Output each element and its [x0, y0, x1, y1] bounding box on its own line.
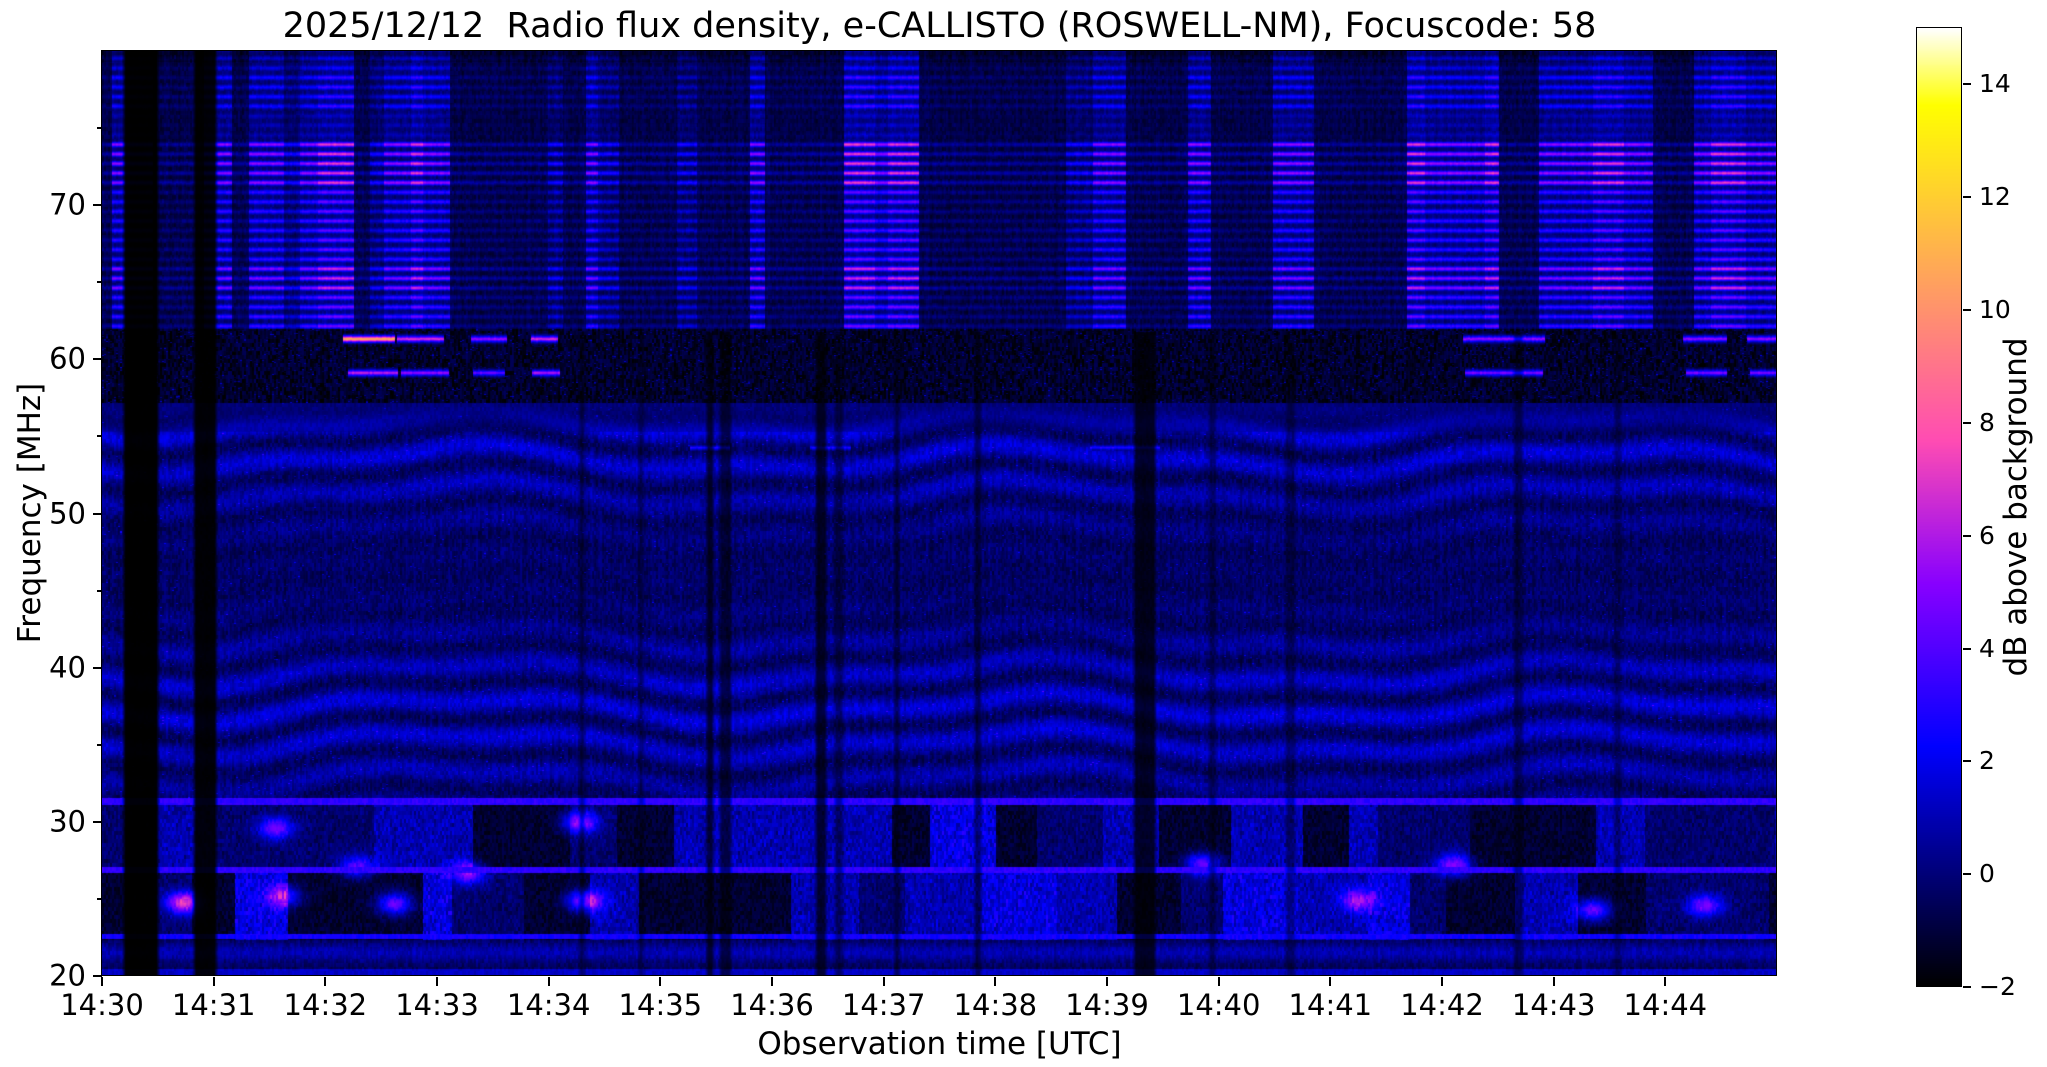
colorbar-tick-mark	[1963, 83, 1971, 86]
x-tick-label: 14:33	[395, 988, 479, 1022]
chart-title: 2025/12/12 Radio flux density, e-CALLIST…	[282, 6, 1597, 46]
x-tick-mark	[1552, 977, 1555, 986]
x-tick-mark	[324, 977, 327, 986]
y-tick-label: 30	[49, 804, 86, 839]
y-tick-label: 40	[49, 649, 86, 684]
y-tick-label: 60	[49, 341, 86, 376]
colorbar-tick-label: 4	[1979, 633, 1995, 663]
colorbar-tick-mark	[1963, 534, 1971, 537]
colorbar-border	[1916, 27, 1962, 987]
x-tick-label: 14:36	[730, 988, 814, 1022]
colorbar-tick-label: −2	[1979, 971, 2016, 1001]
colorbar-tick-mark	[1963, 760, 1971, 763]
x-tick-mark	[212, 977, 215, 986]
y-minor-tick-mark	[97, 435, 102, 438]
x-axis-label: Observation time [UTC]	[757, 1026, 1122, 1062]
x-tick-mark	[1329, 977, 1332, 986]
x-tick-mark	[1106, 977, 1108, 986]
x-tick-label: 14:31	[171, 988, 256, 1022]
y-tick-label: 20	[49, 958, 86, 993]
y-tick-label: 50	[49, 495, 86, 530]
y-tick-mark	[93, 358, 102, 361]
colorbar-tick-label: 10	[1979, 294, 2011, 324]
colorbar-tick-label: 2	[1979, 746, 1995, 776]
spectrogram-canvas	[102, 51, 1777, 976]
x-tick-mark	[771, 977, 773, 986]
colorbar-tick-label: 14	[1979, 69, 2011, 99]
plot-border	[101, 50, 1777, 976]
x-tick-label: 14:35	[618, 988, 703, 1022]
x-tick-label: 14:34	[506, 988, 591, 1022]
colorbar-tick-label: 0	[1979, 859, 1995, 889]
x-tick-mark	[994, 977, 997, 986]
colorbar-tick-mark	[1963, 986, 1971, 988]
colorbar-tick-label: 12	[1979, 182, 2011, 212]
colorbar-tick-label: 8	[1979, 407, 1995, 437]
colorbar-tick-label: 6	[1979, 520, 1995, 550]
y-tick-mark	[93, 666, 102, 669]
x-tick-label: 14:43	[1511, 988, 1596, 1022]
x-tick-mark	[1664, 977, 1667, 986]
y-minor-tick-mark	[97, 743, 102, 746]
y-minor-tick-mark	[97, 281, 102, 284]
x-tick-label: 14:44	[1623, 988, 1708, 1022]
y-tick-mark	[93, 820, 102, 823]
colorbar-gradient	[1917, 28, 1962, 987]
colorbar-tick-mark	[1963, 309, 1971, 312]
x-tick-label: 14:42	[1400, 988, 1484, 1022]
y-tick-mark	[93, 512, 102, 515]
y-minor-tick-mark	[97, 127, 102, 130]
x-tick-label: 14:32	[283, 988, 368, 1022]
y-minor-tick-mark	[97, 589, 102, 592]
x-tick-mark	[882, 977, 885, 986]
colorbar-tick-mark	[1963, 873, 1971, 876]
colorbar-tick-mark	[1963, 421, 1971, 424]
x-tick-label: 14:41	[1288, 988, 1373, 1022]
x-tick-label: 14:40	[1176, 988, 1261, 1022]
x-tick-mark	[1441, 977, 1443, 986]
x-tick-label: 14:38	[953, 988, 1038, 1022]
x-tick-label: 14:30	[60, 988, 144, 1022]
y-tick-mark	[93, 204, 102, 207]
x-tick-mark	[547, 977, 550, 986]
x-tick-mark	[101, 977, 103, 986]
y-tick-mark	[93, 975, 102, 977]
colorbar-tick-mark	[1963, 647, 1971, 650]
y-tick-label: 70	[49, 187, 86, 222]
x-tick-mark	[436, 977, 438, 986]
x-tick-mark	[659, 977, 662, 986]
colorbar-label: dB above background	[1998, 337, 2034, 677]
x-tick-mark	[1217, 977, 1220, 986]
colorbar-tick-mark	[1963, 196, 1971, 199]
x-tick-label: 14:37	[841, 988, 926, 1022]
y-minor-tick-mark	[97, 897, 102, 900]
x-tick-label: 14:39	[1065, 988, 1149, 1022]
